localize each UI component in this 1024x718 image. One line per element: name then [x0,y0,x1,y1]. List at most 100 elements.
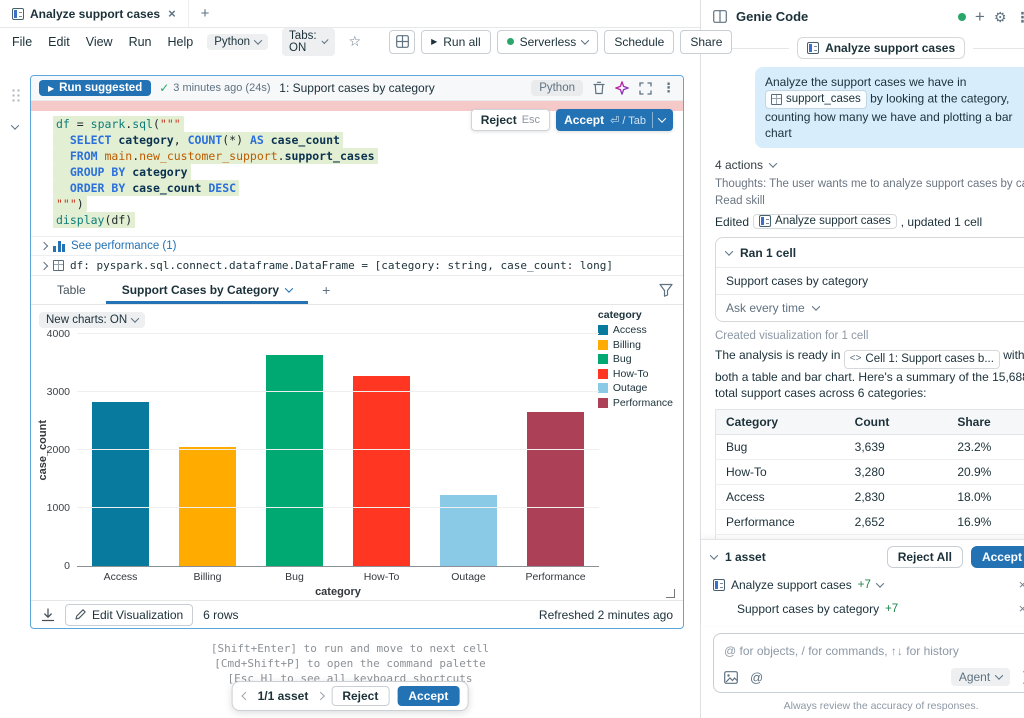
kebab-menu-icon[interactable]: ⋮ [1015,8,1024,25]
reject-x-icon[interactable]: × [1018,601,1024,616]
layout-grid-button[interactable] [389,29,416,54]
chevron-down-icon[interactable] [709,551,719,560]
chevron-down-icon [284,284,294,293]
reject-asset-button[interactable]: Reject [331,686,390,706]
share-button[interactable]: Share [680,29,733,54]
menu-edit[interactable]: Edit [48,34,70,49]
next-asset-chevron-icon[interactable] [316,691,325,701]
reject-suggestion-button[interactable]: Reject Esc [470,109,551,131]
cell-language-chip[interactable]: Python [531,80,583,96]
new-tab-button[interactable]: + [200,5,210,22]
code-line[interactable]: FROM main.new_customer_support.support_c… [53,148,683,164]
edited-notebook-chip[interactable]: Analyze support cases [753,214,897,229]
trash-icon[interactable] [593,81,605,95]
prev-asset-chevron-icon[interactable] [241,691,250,701]
tabs-toggle[interactable]: Tabs: ON [282,27,335,56]
schedule-button[interactable]: Schedule [604,29,675,54]
chevron-right-icon[interactable] [39,261,49,270]
bar-how-to[interactable] [353,375,410,566]
drag-handle-icon[interactable] [10,88,20,102]
legend-item[interactable]: Access [597,324,673,336]
gear-icon[interactable]: ⚙ [993,8,1007,25]
table-reference-chip[interactable]: support_cases [765,90,867,109]
compute-selector[interactable]: Serverless [496,29,599,54]
bar-slot [164,334,251,566]
chevron-right-icon[interactable] [39,241,49,251]
tab-chart[interactable]: Support Cases by Category [105,276,309,304]
notebook-tab[interactable]: Analyze support cases × [0,0,189,27]
chat-input[interactable] [724,644,1024,658]
ran-cell-item[interactable]: Support cases by category [716,267,1024,294]
session-chip[interactable]: Analyze support cases [797,37,966,59]
bar-outage[interactable] [440,494,497,566]
kebab-menu-icon[interactable]: ⋮ [662,80,675,95]
ran-cell-header[interactable]: Ran 1 cell ✓ [716,238,1024,267]
assistant-sparkle-icon[interactable] [615,81,629,95]
image-attach-icon[interactable] [724,670,738,684]
legend-item[interactable]: Performance [597,397,673,409]
collapse-chevron-icon[interactable] [10,121,20,130]
ask-every-time-dropdown[interactable]: Ask every time [716,294,1024,321]
menu-view[interactable]: View [85,34,113,49]
edited-prefix: Edited [715,214,750,229]
close-tab-icon[interactable]: × [168,6,176,21]
add-visualization-button[interactable]: + [322,282,331,298]
menu-help[interactable]: Help [167,34,194,49]
code-line[interactable]: """) [53,196,683,212]
notebook-icon [759,215,772,227]
bar-performance[interactable] [527,412,584,566]
panel-layout-icon[interactable] [713,10,727,23]
dataframe-row[interactable]: df: pyspark.sql.connect.dataframe.DataFr… [31,255,683,275]
code-line[interactable]: ORDER BY case_count DESC [53,180,683,196]
edit-visualization-button[interactable]: Edit Visualization [65,603,194,626]
legend-item[interactable]: Billing [597,339,673,351]
agent-mode-selector[interactable]: Agent [950,668,1011,686]
table-row: Access 2,830 18.0% [715,484,1024,510]
bar-chart[interactable]: 0 1000 2000 3000 4000 [47,328,599,572]
asset-row-notebook[interactable]: Analyze support cases +7 ×✓ [711,573,1024,597]
code-line[interactable]: display(df) [53,212,683,228]
bar-access[interactable] [92,401,149,566]
favorite-star-icon[interactable]: ☆ [348,33,362,49]
bar-bug[interactable] [266,354,323,566]
mention-icon[interactable]: @ [750,669,764,685]
chevron-down-icon[interactable] [875,579,885,588]
asset-row-cell[interactable]: Support cases by category +7 ×✓ [711,597,1024,621]
new-charts-toggle[interactable]: New charts: ON [39,312,146,328]
legend-item[interactable]: How-To [597,368,673,380]
accept-asset-button[interactable]: Accept [397,686,460,706]
actions-toggle[interactable]: 4 actions [715,158,1024,172]
language-selector[interactable]: Python [207,33,269,50]
code-line[interactable]: GROUP BY category [53,164,683,180]
accept-all-button[interactable]: Accept All [970,546,1024,568]
accept-suggestion-button[interactable]: Accept ⏎ / Tab [556,109,673,131]
reject-x-icon[interactable]: × [1018,577,1024,592]
pencil-icon [75,609,86,620]
thoughts-line[interactable]: Thoughts: The user wants me to analyze s… [715,178,1024,190]
expand-icon[interactable] [639,81,652,95]
run-suggested-button[interactable]: ▶ Run suggested [39,80,152,96]
code-icon: <> [849,353,862,364]
resize-handle[interactable] [666,589,675,598]
code-line[interactable]: df = spark.sql(""" [53,116,683,132]
notebook-icon [807,42,820,54]
tab-table[interactable]: Table [57,283,86,297]
run-all-button[interactable]: ▶ Run all [421,29,491,54]
cell-reference-chip[interactable]: <> Cell 1: Support cases b... [843,350,1000,369]
new-chat-icon[interactable]: + [974,7,985,26]
legend-item[interactable]: Bug [597,353,673,365]
bar-billing[interactable] [179,446,236,566]
filter-funnel-icon[interactable] [659,283,673,297]
gridline [77,333,599,334]
code-editor[interactable]: df = spark.sql(""" SELECT category, COUN… [31,111,683,236]
reject-all-button[interactable]: Reject All [886,546,963,568]
see-performance-row[interactable]: See performance (1) [31,236,683,255]
cell-title[interactable]: 1: Support cases by category [279,81,435,95]
download-icon[interactable] [41,607,55,622]
code-line[interactable]: SELECT category, COUNT(*) AS case_count [53,132,683,148]
read-skill-line[interactable]: Read skill [715,195,765,207]
menu-file[interactable]: File [12,34,33,49]
legend-item[interactable]: Outage [597,382,673,394]
see-performance-link[interactable]: See performance (1) [71,240,177,252]
menu-run[interactable]: Run [128,34,152,49]
